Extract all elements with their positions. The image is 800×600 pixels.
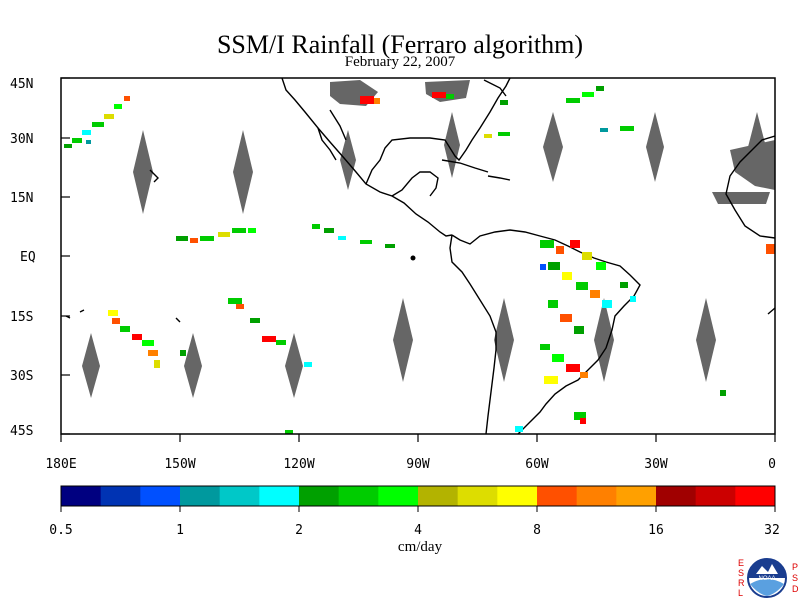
noaa-logo: E S R L P S D NOAA bbox=[738, 558, 799, 598]
colorbar-labels: 0.5 1 2 4 8 16 32 bbox=[49, 523, 780, 538]
lat-ticks bbox=[61, 77, 70, 435]
logo-letter: D bbox=[792, 584, 799, 594]
coastline-ne bbox=[483, 79, 507, 97]
colorbar-label: 8 bbox=[533, 523, 541, 538]
missing-swath bbox=[285, 333, 303, 398]
lon-label: 30W bbox=[644, 457, 668, 472]
lon-label: 60W bbox=[525, 457, 549, 472]
logo-center-text: NOAA bbox=[758, 576, 775, 582]
logo-letter: S bbox=[792, 573, 798, 583]
missing-swath bbox=[696, 298, 716, 382]
missing-swath bbox=[184, 333, 202, 398]
colorbar-swatch bbox=[338, 486, 379, 506]
rain-cluster-gulf bbox=[360, 92, 508, 105]
coastline-sa-east bbox=[451, 229, 641, 434]
missing-swath bbox=[646, 112, 664, 182]
logo-letter: P bbox=[792, 562, 798, 572]
missing-swath bbox=[594, 298, 614, 382]
colorbar-swatch bbox=[219, 486, 260, 506]
coastline-africa-s bbox=[767, 307, 775, 315]
colorbar-swatch bbox=[100, 486, 141, 506]
rain-cluster-spcz bbox=[108, 298, 312, 368]
colorbar-label: 0.5 bbox=[49, 523, 72, 538]
rain-cluster-misc bbox=[285, 244, 775, 434]
missing-data-swaths bbox=[82, 80, 775, 398]
missing-swath bbox=[340, 130, 356, 190]
logo-letter: L bbox=[738, 588, 743, 598]
colorbar-swatch bbox=[180, 486, 221, 506]
colorbar-swatch bbox=[735, 486, 776, 506]
colorbar-swatch bbox=[656, 486, 697, 506]
rain-cluster-np bbox=[64, 96, 130, 148]
colorbar-swatch bbox=[299, 486, 340, 506]
colorbar-swatch bbox=[140, 486, 181, 506]
rain-cluster-itcz-e bbox=[312, 224, 395, 248]
coastline-caribbean bbox=[441, 159, 511, 181]
colorbar-label: 32 bbox=[764, 523, 780, 538]
colorbar-label: 4 bbox=[414, 523, 422, 538]
coastline-yucatan bbox=[391, 171, 439, 197]
missing-swath bbox=[82, 333, 100, 398]
lat-label: 15S bbox=[10, 310, 33, 325]
colorbar-swatch bbox=[61, 486, 102, 506]
colorbar-swatch bbox=[378, 486, 419, 506]
rain-cluster-na bbox=[484, 86, 634, 138]
lat-label: 45N bbox=[10, 77, 33, 92]
colorbar-units: cm/day bbox=[397, 539, 443, 555]
logo-letter: S bbox=[738, 568, 744, 578]
lon-label: 120W bbox=[283, 457, 314, 472]
lon-label: 0 bbox=[768, 457, 776, 472]
lon-label: 150W bbox=[164, 457, 195, 472]
missing-swath bbox=[233, 130, 253, 214]
coastline-sa-west bbox=[449, 234, 497, 434]
missing-patch bbox=[712, 192, 770, 204]
lon-ticks bbox=[60, 434, 776, 442]
logo-letter: R bbox=[738, 578, 745, 588]
coastline-gulf bbox=[365, 78, 511, 185]
galapagos bbox=[410, 255, 416, 261]
colorbar-swatch bbox=[695, 486, 736, 506]
lat-label: 15N bbox=[10, 191, 33, 206]
colorbar-label: 16 bbox=[648, 523, 664, 538]
colorbar-label: 2 bbox=[295, 523, 303, 538]
colorbar-swatch bbox=[537, 486, 578, 506]
coastline-africa bbox=[725, 135, 775, 239]
coastline-baja bbox=[317, 109, 347, 161]
colorbar-swatch bbox=[418, 486, 459, 506]
lat-label: 30S bbox=[10, 369, 33, 384]
logo-letter: E bbox=[738, 558, 744, 568]
lat-label: EQ bbox=[20, 250, 36, 265]
colorbar-swatch bbox=[616, 486, 657, 506]
coastline-islands bbox=[175, 317, 181, 323]
map-date: February 22, 2007 bbox=[344, 54, 456, 70]
colorbar-swatch bbox=[497, 486, 538, 506]
missing-swath bbox=[494, 298, 514, 382]
colorbar-label: 1 bbox=[176, 523, 184, 538]
lat-labels: 45N 30N 15N EQ 15S 30S 45S bbox=[10, 77, 36, 439]
rain-clusters bbox=[64, 86, 775, 434]
rain-cluster-itcz-c bbox=[176, 228, 256, 243]
colorbar-swatch bbox=[259, 486, 300, 506]
lon-label: 180E bbox=[45, 457, 76, 472]
colorbar bbox=[60, 485, 776, 512]
coastline-hawaii bbox=[149, 169, 159, 183]
missing-swath bbox=[133, 130, 153, 214]
colorbar-swatch bbox=[576, 486, 617, 506]
map-area bbox=[61, 78, 775, 434]
lon-label: 90W bbox=[406, 457, 430, 472]
lat-label: 30N bbox=[10, 132, 33, 147]
lat-label: 45S bbox=[10, 424, 33, 439]
rain-cluster-amazon bbox=[540, 240, 636, 424]
lon-labels: 180E 150W 120W 90W 60W 30W 0 bbox=[45, 457, 776, 472]
map-title: SSM/I Rainfall (Ferraro algorithm) bbox=[216, 30, 584, 59]
coastlines bbox=[65, 78, 775, 434]
missing-swath bbox=[543, 112, 563, 182]
missing-swath bbox=[393, 298, 413, 382]
missing-patch bbox=[730, 140, 775, 190]
colorbar-swatch bbox=[457, 486, 498, 506]
